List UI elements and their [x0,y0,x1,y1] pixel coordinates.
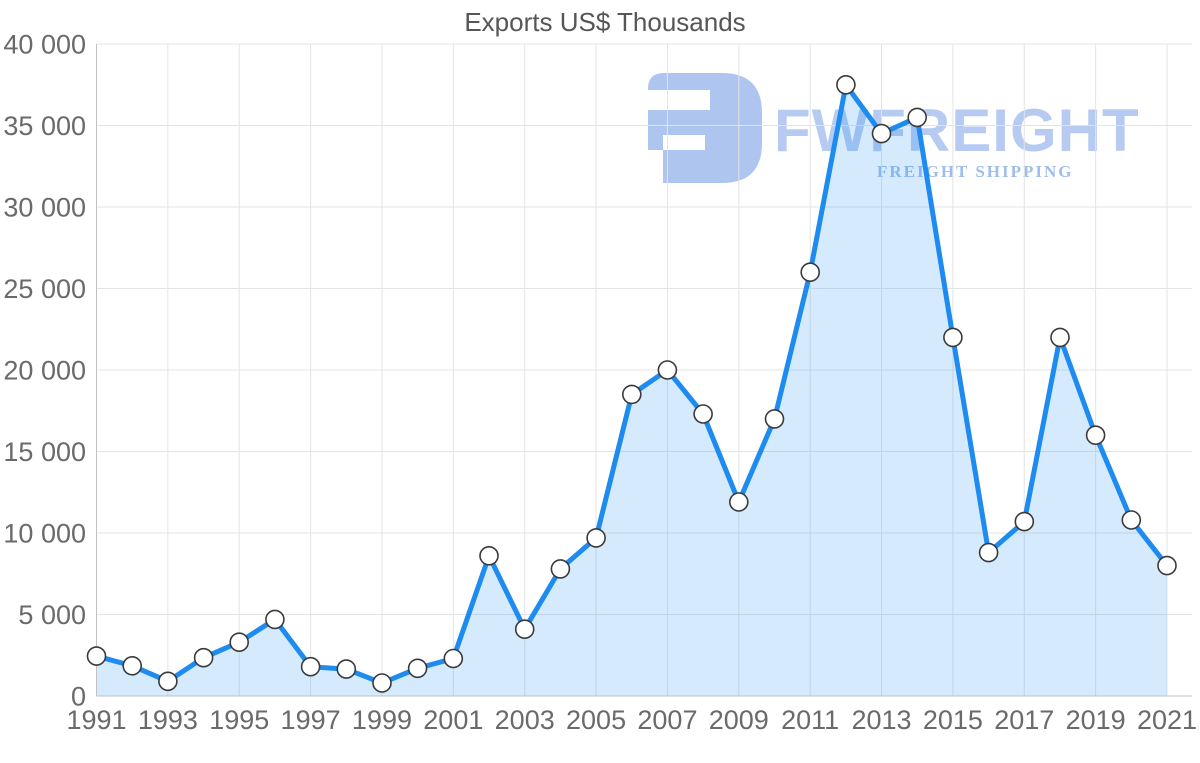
data-point-marker [1085,425,1106,446]
data-point-marker [728,492,749,512]
data-point-marker [479,545,499,566]
x-tick-label: 2021 [1137,705,1197,735]
data-point-marker [193,647,214,668]
data-point-marker [229,632,249,653]
x-tick-label: 1995 [209,705,269,735]
x-tick-label: 2013 [851,705,911,735]
series-area-fill [96,84,1167,697]
y-tick-label: 15 000 [3,437,86,467]
data-point-marker [978,542,999,563]
y-tick-label: 40 000 [3,30,86,60]
x-tick-label: 2017 [994,705,1054,735]
axis-lines [86,44,1192,697]
watermark-logo-icon [648,73,762,183]
data-point-marker [693,404,713,424]
x-tick-label: 2005 [566,705,626,735]
data-point-marker [1050,327,1070,348]
data-point-marker [586,528,606,548]
data-point-marker [514,619,535,640]
x-tick-label: 1991 [66,705,126,735]
x-tick-label: 2001 [423,705,483,735]
data-point-marker [943,327,963,348]
data-point-marker [836,75,856,95]
y-tick-label: 0 [71,682,86,712]
data-point-marker [1157,555,1177,576]
watermark-brand-text: FWFREIGHT [774,97,1140,164]
x-tick-label: 1997 [281,705,341,735]
y-tick-label: 35 000 [3,111,86,141]
data-point-marker [621,384,642,405]
data-point-marker [300,656,321,677]
data-point-marker [1014,511,1035,532]
y-tick-label: 10 000 [3,519,86,549]
x-tick-label: 2003 [495,705,555,735]
data-point-marker [122,655,142,676]
data-point-marker [1121,510,1142,530]
gridlines [96,43,1192,697]
data-point-marker [764,409,785,429]
data-point-marker [657,360,678,380]
y-tick-label: 5 000 [18,600,86,630]
data-point-marker [443,648,464,669]
data-point-marker [336,659,357,679]
x-tick-label: 2019 [1066,705,1126,735]
y-tick-label: 30 000 [3,193,86,223]
data-point-marker [265,609,285,630]
data-point-marker [800,262,821,283]
x-tick-label: 2009 [709,705,769,735]
data-point-marker [907,107,928,128]
data-point-marker [871,123,892,144]
x-tick-label: 1993 [138,705,198,735]
x-tick-label: 2011 [781,705,839,735]
data-point-marker [86,646,107,666]
x-tick-label: 1999 [352,705,412,735]
data-point-marker [407,658,428,679]
data-point-marker [550,559,571,579]
data-point-marker [158,671,178,692]
series-area-line [96,84,1167,697]
data-point-marker [372,673,392,693]
y-tick-label: 25 000 [3,274,86,304]
chart-title: Exports US$ Thousands [464,7,745,37]
x-tick-label: 2007 [637,705,697,735]
axis-labels: 0 5 000 10 000 15 000 20 000 25 000 30 000 35 0… [3,30,1197,736]
y-tick-label: 20 000 [3,356,86,386]
x-tick-label: 2015 [923,705,983,735]
